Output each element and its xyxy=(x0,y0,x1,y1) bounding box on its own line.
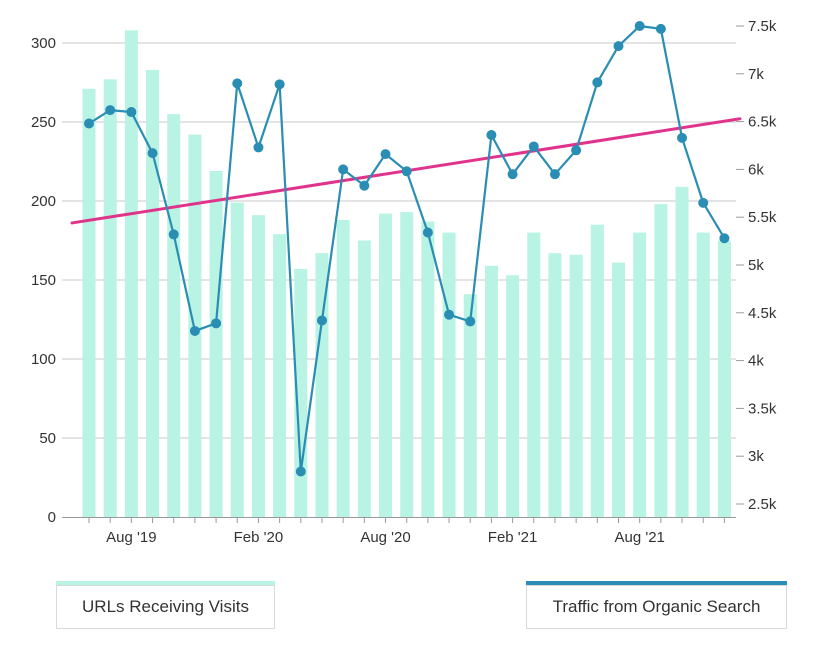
bar xyxy=(675,186,689,517)
traffic-point xyxy=(380,149,391,160)
bar xyxy=(379,213,393,517)
bar xyxy=(633,232,647,517)
bar xyxy=(569,254,583,517)
tick-labels: 0 50 100 150 200 250 300 2.5k 3k 3.5k 4k 4.5k 5k 5.5k… xyxy=(31,18,777,546)
traffic-point xyxy=(528,141,539,152)
y-right-tick-label: 6.5k xyxy=(748,114,777,131)
bar xyxy=(442,232,456,517)
x-tick-label: Aug '19 xyxy=(106,529,156,546)
bar xyxy=(612,262,625,517)
traffic-point xyxy=(253,142,264,153)
traffic-point xyxy=(295,466,306,477)
y-left-tick-label: 150 xyxy=(31,272,56,289)
y-right-tick-label: 4k xyxy=(748,353,764,370)
traffic-point xyxy=(189,325,200,336)
bar xyxy=(251,215,265,517)
x-tick-label: Feb '20 xyxy=(234,529,284,546)
bar xyxy=(357,240,371,517)
traffic-point xyxy=(507,169,518,180)
bar xyxy=(336,219,350,517)
bar xyxy=(484,265,498,517)
traffic-point xyxy=(444,309,455,320)
legend-item-urls[interactable]: URLs Receiving Visits xyxy=(56,581,275,629)
bar xyxy=(463,294,477,517)
bar xyxy=(103,79,117,517)
bar xyxy=(209,170,223,518)
x-tick-label: Feb '21 xyxy=(488,529,538,546)
y-left-tick-label: 300 xyxy=(31,35,56,52)
y-left-tick-label: 250 xyxy=(31,114,56,131)
legend-swatch-urls xyxy=(56,581,275,585)
bar xyxy=(590,224,604,517)
traffic-point xyxy=(147,148,158,159)
traffic-point xyxy=(316,315,327,326)
bar xyxy=(654,204,668,517)
traffic-point xyxy=(571,145,582,156)
x-tick-label: Aug '20 xyxy=(360,529,410,546)
traffic-point xyxy=(168,229,179,240)
bar xyxy=(82,88,96,517)
traffic-point xyxy=(126,107,137,118)
traffic-point xyxy=(592,77,603,88)
y-left-tick-label: 50 xyxy=(39,430,56,447)
traffic-point xyxy=(655,23,666,34)
legend-swatch-traffic xyxy=(526,581,787,585)
y-right-tick-label: 4.5k xyxy=(748,305,777,322)
bar xyxy=(124,30,138,518)
traffic-point xyxy=(84,118,94,129)
legend-item-traffic[interactable]: Traffic from Organic Search xyxy=(526,581,787,629)
y-right-tick-label: 7k xyxy=(748,66,764,83)
y-right-tick-label: 5.5k xyxy=(748,209,777,226)
traffic-point xyxy=(613,41,624,52)
traffic-point xyxy=(401,166,412,177)
bar xyxy=(146,69,160,518)
bar xyxy=(400,212,414,517)
traffic-point xyxy=(338,164,349,175)
bar-series-urls xyxy=(82,30,731,518)
bar xyxy=(717,240,731,517)
traffic-point xyxy=(359,180,370,191)
line-series-traffic xyxy=(84,21,730,477)
y-right-tick-label: 5k xyxy=(748,257,764,274)
y-left-tick-label: 0 xyxy=(48,509,56,526)
y-right-tick-label: 6k xyxy=(748,161,764,178)
traffic-point xyxy=(274,79,285,90)
bar xyxy=(421,221,435,518)
traffic-point xyxy=(486,129,497,140)
traffic-point xyxy=(232,78,243,89)
y-right-tick-label: 7.5k xyxy=(748,18,777,35)
x-tick-label: Aug '21 xyxy=(614,529,664,546)
bar xyxy=(548,253,562,517)
y-right-tick-label: 3.5k xyxy=(748,400,777,417)
traffic-point xyxy=(105,105,116,116)
traffic-point xyxy=(719,233,730,244)
traffic-point xyxy=(422,227,433,238)
traffic-point xyxy=(698,197,709,208)
traffic-point xyxy=(465,316,476,327)
y-right-tick-label: 2.5k xyxy=(748,496,777,513)
y-left-tick-label: 100 xyxy=(31,351,56,368)
axes xyxy=(62,25,744,523)
bar xyxy=(230,202,244,517)
y-left-tick-label: 200 xyxy=(31,193,56,210)
bar xyxy=(188,134,202,517)
bar xyxy=(506,275,520,517)
legend-label-urls: URLs Receiving Visits xyxy=(82,597,249,616)
traffic-point xyxy=(634,21,645,31)
bar xyxy=(527,232,541,517)
traffic-point xyxy=(677,132,688,143)
bar xyxy=(696,232,710,517)
traffic-point xyxy=(549,169,560,180)
bar xyxy=(273,234,287,517)
bar xyxy=(167,114,181,517)
legend-label-traffic: Traffic from Organic Search xyxy=(552,597,761,616)
y-right-tick-label: 3k xyxy=(748,448,764,465)
traffic-point xyxy=(211,318,222,329)
